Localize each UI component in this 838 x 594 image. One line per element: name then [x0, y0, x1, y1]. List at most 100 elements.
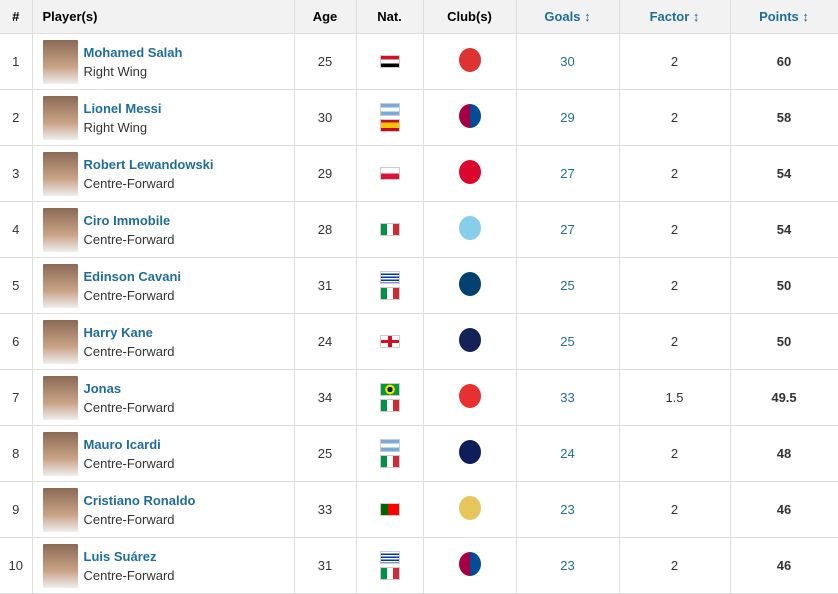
player-photo[interactable]: [42, 39, 78, 84]
player-photo[interactable]: [42, 151, 78, 196]
player-photo[interactable]: [42, 375, 78, 420]
goals[interactable]: 23: [516, 481, 620, 538]
header-points-sort[interactable]: Points ↕: [730, 0, 838, 34]
header-player: Player(s): [32, 0, 295, 34]
player-name-link[interactable]: Robert Lewandowski: [83, 156, 214, 172]
flag-italy-icon[interactable]: [379, 455, 400, 468]
rank: 8: [0, 425, 33, 482]
player-photo[interactable]: [42, 543, 78, 588]
nationality-cell: [356, 481, 424, 538]
player-position: Right Wing: [83, 63, 148, 79]
factor: 2: [619, 33, 731, 90]
player-photo[interactable]: [42, 263, 78, 308]
player-cell: Harry Kane Centre-Forward: [32, 313, 295, 370]
goals[interactable]: 25: [516, 313, 620, 370]
sort-icon: ↕: [584, 9, 591, 24]
player-name-link[interactable]: Edinson Cavani: [83, 268, 182, 284]
rank: 1: [0, 33, 33, 90]
header-factor-sort[interactable]: Factor ↕: [619, 0, 731, 34]
goals[interactable]: 27: [516, 145, 620, 202]
flag-brazil-icon[interactable]: [379, 383, 400, 396]
goals[interactable]: 27: [516, 201, 620, 258]
player-name-link[interactable]: Jonas: [83, 380, 122, 396]
table-row: 10 Luis Suárez Centre-Forward 31 23 2 46: [0, 537, 838, 594]
flag-portugal-icon[interactable]: [379, 503, 400, 516]
club-benfica-icon[interactable]: [458, 384, 481, 408]
points: 46: [730, 537, 838, 594]
header-goals-sort[interactable]: Goals ↕: [516, 0, 620, 34]
player-photo[interactable]: [42, 487, 78, 532]
flag-argentina-icon[interactable]: [379, 439, 400, 452]
flag-england-icon[interactable]: [379, 335, 400, 348]
player-name-link[interactable]: Cristiano Ronaldo: [83, 492, 196, 508]
club-inter-icon[interactable]: [458, 440, 481, 464]
flag-italy-icon[interactable]: [379, 223, 400, 236]
nationality-cell: [356, 145, 424, 202]
player-position: Centre-Forward: [83, 455, 175, 471]
player-name-link[interactable]: Luis Suárez: [83, 548, 157, 564]
goals[interactable]: 24: [516, 425, 620, 482]
goals[interactable]: 30: [516, 33, 620, 90]
nationality-cell: [356, 201, 424, 258]
nationality-cell: [356, 33, 424, 90]
player-photo[interactable]: [42, 431, 78, 476]
flag-uruguay-icon[interactable]: [379, 551, 400, 564]
flag-italy-icon[interactable]: [379, 287, 400, 300]
goals[interactable]: 23: [516, 537, 620, 594]
player-cell: Luis Suárez Centre-Forward: [32, 537, 295, 594]
header-points-label: Points: [759, 9, 799, 24]
flag-spain-icon[interactable]: [379, 119, 400, 132]
points: 48: [730, 425, 838, 482]
player-photo[interactable]: [42, 207, 78, 252]
flag-uruguay-icon[interactable]: [379, 271, 400, 284]
factor: 2: [619, 313, 731, 370]
club-psg-icon[interactable]: [458, 272, 481, 296]
factor: 2: [619, 89, 731, 146]
header-rank: #: [0, 0, 33, 34]
goals[interactable]: 25: [516, 257, 620, 314]
player-position: Centre-Forward: [83, 343, 175, 359]
table-row: 9 Cristiano Ronaldo Centre-Forward 33 23 …: [0, 481, 838, 538]
player-name-link[interactable]: Mauro Icardi: [83, 436, 161, 452]
rank: 2: [0, 89, 33, 146]
flag-egypt-icon[interactable]: [379, 55, 400, 68]
player-name-link[interactable]: Mohamed Salah: [83, 44, 183, 60]
player-name-link[interactable]: Lionel Messi: [83, 100, 162, 116]
player-name-link[interactable]: Harry Kane: [83, 324, 153, 340]
club-bayern-icon[interactable]: [458, 160, 481, 184]
player-cell: Mohamed Salah Right Wing: [32, 33, 295, 90]
player-position: Right Wing: [83, 119, 148, 135]
club-barcelona-icon[interactable]: [458, 552, 481, 576]
sort-icon: ↕: [802, 9, 809, 24]
age: 30: [294, 89, 357, 146]
factor: 2: [619, 537, 731, 594]
club-liverpool-icon[interactable]: [458, 48, 481, 72]
age: 24: [294, 313, 357, 370]
flag-italy-icon[interactable]: [379, 399, 400, 412]
age: 29: [294, 145, 357, 202]
points: 54: [730, 201, 838, 258]
factor: 2: [619, 257, 731, 314]
player-cell: Edinson Cavani Centre-Forward: [32, 257, 295, 314]
player-photo[interactable]: [42, 95, 78, 140]
club-tottenham-icon[interactable]: [458, 328, 481, 352]
rank: 9: [0, 481, 33, 538]
player-position: Centre-Forward: [83, 287, 175, 303]
goals[interactable]: 33: [516, 369, 620, 426]
flag-poland-icon[interactable]: [379, 167, 400, 180]
flag-italy-icon[interactable]: [379, 567, 400, 580]
player-cell: Mauro Icardi Centre-Forward: [32, 425, 295, 482]
table-row: 7 Jonas Centre-Forward 34 33 1.5 49.5: [0, 369, 838, 426]
player-photo[interactable]: [42, 319, 78, 364]
goals[interactable]: 29: [516, 89, 620, 146]
club-barcelona-icon[interactable]: [458, 104, 481, 128]
flag-argentina-icon[interactable]: [379, 103, 400, 116]
club-lazio-icon[interactable]: [458, 216, 481, 240]
factor: 2: [619, 145, 731, 202]
club-real-madrid-icon[interactable]: [458, 496, 481, 520]
player-position: Centre-Forward: [83, 399, 175, 415]
club-cell: [423, 201, 517, 258]
factor: 2: [619, 425, 731, 482]
player-name-link[interactable]: Ciro Immobile: [83, 212, 171, 228]
